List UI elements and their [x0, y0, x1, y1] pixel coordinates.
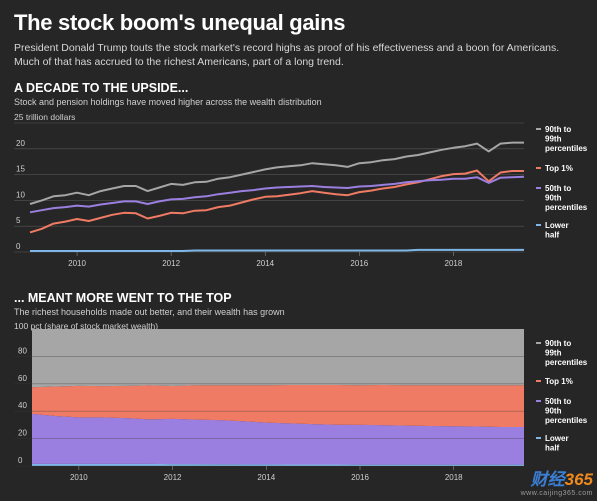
series-line-50th-to-90th-percentiles	[29, 175, 525, 214]
watermark-logo-text: 财经	[530, 470, 565, 489]
legend-label-50th-to-90th-percentiles-line3: percentiles	[545, 203, 588, 212]
series-area-50th-to-90th-percentiles	[32, 413, 524, 465]
series-line-top-1	[29, 169, 524, 234]
y-tick-label: 40	[18, 401, 27, 410]
legend-label-lower-half: Lower	[545, 221, 569, 230]
series-line-90th-to-99th-percentiles	[29, 141, 524, 205]
legend-label-lower-half-line2: half	[545, 231, 560, 240]
legend-label-90th-to-99th-percentiles-line2: 99th	[545, 135, 562, 144]
y-tick-label: 20	[16, 139, 25, 148]
watermark-logo: 财经365 www.caijing365.com	[521, 465, 593, 497]
section1-subtitle: Stock and pension holdings have moved hi…	[14, 97, 322, 107]
series-area-lower-half	[32, 463, 524, 466]
series-area-90th-to-99th-percentiles	[32, 329, 524, 388]
y-tick-label: 80	[18, 346, 27, 355]
watermark-logo-number: 365	[564, 470, 593, 489]
x-tick-label: 2014	[256, 259, 274, 268]
y-tick-label: 20	[18, 429, 27, 438]
legend-label-90th-to-99th-percentiles-line3: percentiles	[545, 144, 588, 153]
legend-label-top-1: Top 1%	[545, 377, 573, 386]
page-title: The stock boom's unequal gains	[14, 10, 346, 35]
legend-label-50th-to-90th-percentiles-line2: 90th	[545, 407, 562, 416]
x-tick-label: 2012	[164, 473, 182, 482]
x-tick-label: 2016	[351, 473, 369, 482]
section2-title: ... MEANT MORE WENT TO THE TOP	[14, 291, 232, 305]
section1-title: A DECADE TO THE UPSIDE...	[14, 81, 189, 95]
y-tick-label: 5	[16, 216, 21, 225]
x-tick-label: 2010	[70, 473, 88, 482]
y-tick-label: 0	[16, 242, 21, 251]
legend-label-90th-to-99th-percentiles: 90th to	[545, 339, 571, 348]
legend-label-90th-to-99th-percentiles-line3: percentiles	[545, 358, 588, 367]
legend-label-50th-to-90th-percentiles: 50th to	[545, 397, 571, 406]
legend-label-lower-half: Lower	[545, 434, 569, 443]
legend-label-50th-to-90th-percentiles-line3: percentiles	[545, 416, 588, 425]
series-line-lower-half	[30, 248, 524, 252]
x-tick-label: 2018	[445, 473, 463, 482]
legend-label-lower-half-line2: half	[545, 444, 560, 453]
y-tick-label: 10	[16, 190, 25, 199]
section2-subtitle: The richest households made out better, …	[14, 307, 285, 317]
page-subtitle: President Donald Trump touts the stock m…	[14, 42, 560, 68]
chart1-unit-label: 25 trillion dollars	[14, 112, 76, 122]
x-tick-label: 2014	[257, 473, 275, 482]
x-tick-label: 2018	[445, 259, 463, 268]
y-tick-label: 0	[18, 456, 23, 465]
x-tick-label: 2012	[162, 259, 180, 268]
chart2-unit-label: 100 pct (share of stock market wealth)	[14, 321, 159, 331]
x-tick-label: 2010	[68, 259, 86, 268]
legend-label-90th-to-99th-percentiles-line2: 99th	[545, 349, 562, 358]
legend-label-50th-to-90th-percentiles: 50th to	[545, 184, 571, 193]
y-tick-label: 15	[16, 165, 25, 174]
watermark-url: www.caijing365.com	[520, 490, 593, 497]
legend-label-top-1: Top 1%	[545, 164, 573, 173]
x-tick-label: 2016	[350, 259, 368, 268]
legend-label-90th-to-99th-percentiles: 90th to	[545, 125, 571, 134]
series-area-top-1	[32, 385, 524, 427]
legend-label-50th-to-90th-percentiles-line2: 90th	[545, 194, 562, 203]
y-tick-label: 60	[18, 374, 27, 383]
